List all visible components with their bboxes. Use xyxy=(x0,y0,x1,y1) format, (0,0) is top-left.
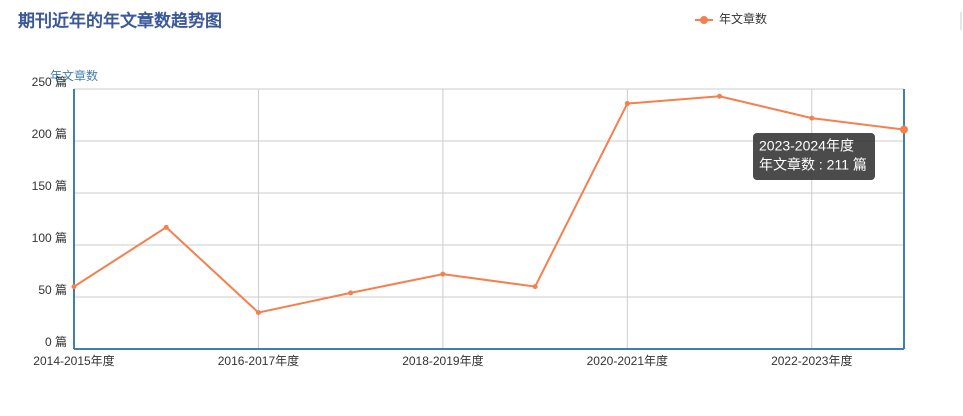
y-tick-label: 200 篇 xyxy=(32,126,67,141)
data-point xyxy=(900,125,908,134)
y-tick-label: 150 篇 xyxy=(32,178,67,193)
tooltip-title: 2023-2024年度 xyxy=(759,138,854,154)
data-point xyxy=(348,290,354,296)
data-point xyxy=(532,284,538,290)
legend-label: 年文章数 xyxy=(719,11,767,26)
y-tick-label: 250 篇 xyxy=(32,74,67,89)
tooltip-text: 年文章数 : 211 篇 xyxy=(759,157,867,173)
series-line xyxy=(73,95,905,314)
y-tick-label: 100 篇 xyxy=(32,230,67,245)
legend-marker xyxy=(700,16,708,24)
data-point xyxy=(440,271,446,277)
data-point xyxy=(809,115,815,121)
y-tick-label: 50 篇 xyxy=(38,282,67,297)
data-point xyxy=(163,224,169,230)
x-tick-label: 2016-2017年度 xyxy=(218,353,299,368)
y-axis-name: 年文章数 xyxy=(50,68,98,83)
data-point xyxy=(717,93,723,99)
x-tick-label: 2014-2015年度 xyxy=(33,353,114,368)
data-point xyxy=(624,101,630,107)
x-tick-label: 2020-2021年度 xyxy=(587,353,668,368)
data-point xyxy=(255,310,261,316)
x-tick-label: 2018-2019年度 xyxy=(402,353,483,368)
chart-title: 期刊近年的年文章数趋势图 xyxy=(18,10,222,30)
data-point xyxy=(71,284,77,290)
x-tick-label: 2022-2023年度 xyxy=(771,353,852,368)
tooltip-box xyxy=(753,133,875,180)
y-tick-label: 0 篇 xyxy=(45,334,67,349)
